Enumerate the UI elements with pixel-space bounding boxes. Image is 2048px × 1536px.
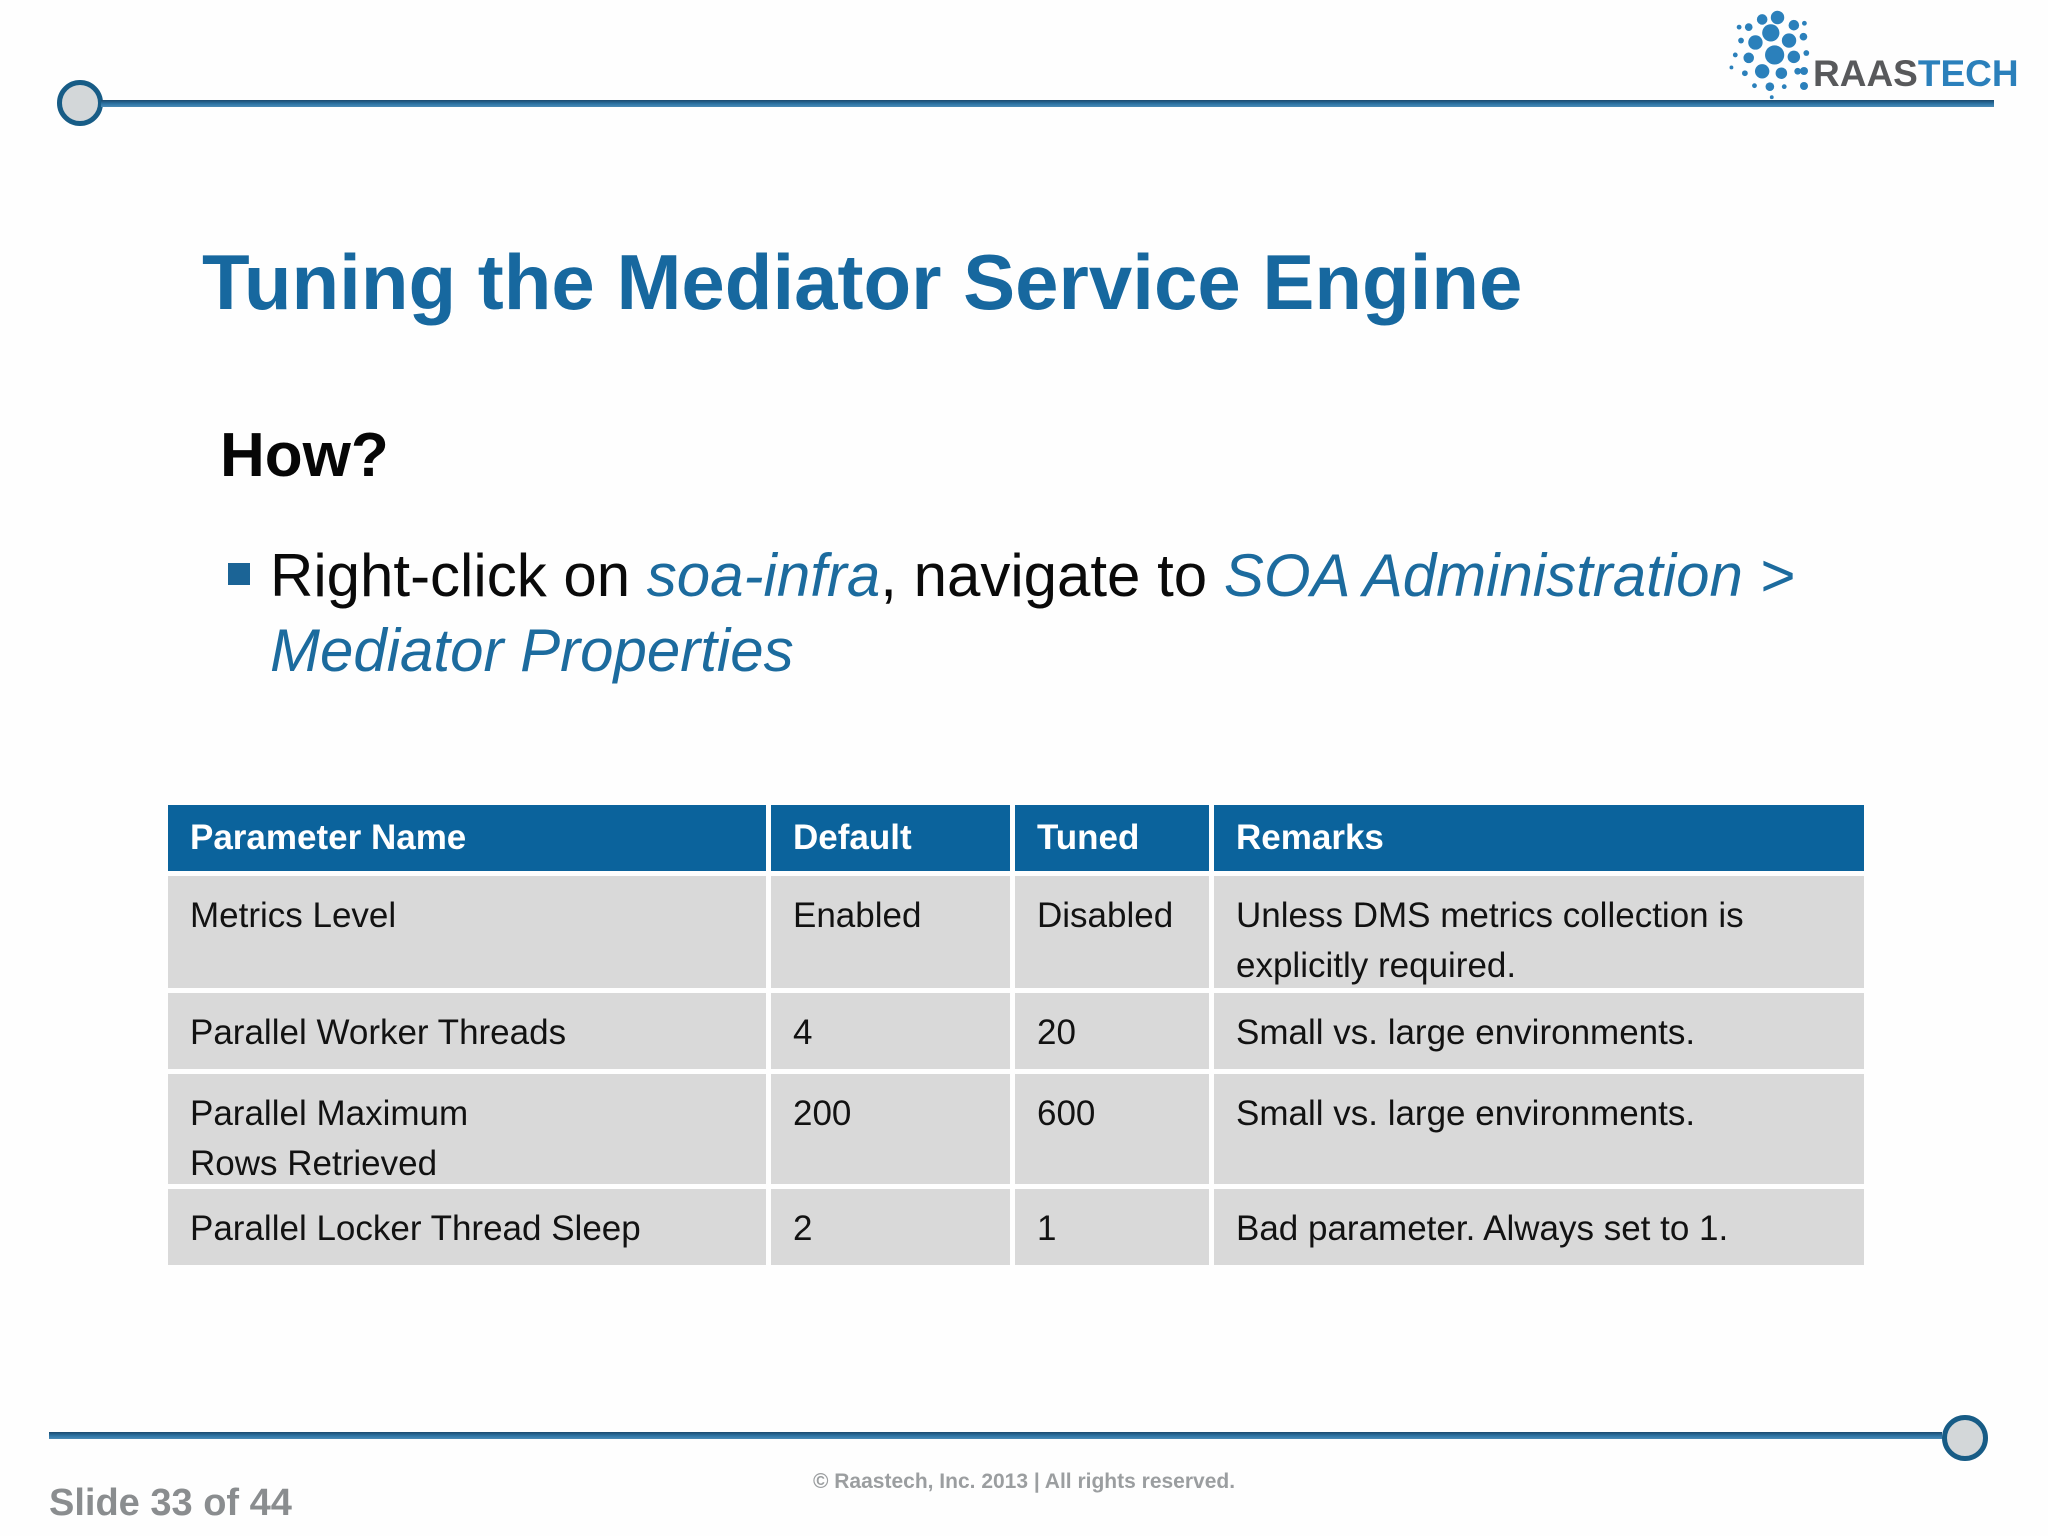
header-cell-remarks: Remarks (1214, 805, 1864, 871)
section-heading: How? (220, 421, 389, 490)
cell-row2-default: 4 (771, 993, 1010, 1069)
top-left-node-circle (57, 80, 103, 126)
cell-row2-parameter: Parallel Worker Threads (168, 993, 766, 1069)
cell-row4-default: 2 (771, 1189, 1010, 1265)
header-cell-default: Default (771, 805, 1010, 871)
cell-row1-remarks: Unless DMS metrics collection is explici… (1214, 876, 1864, 988)
top-divider-line (101, 100, 1994, 107)
parameters-table: Parameter Name Default Tuned Remarks Met… (168, 805, 1864, 1265)
cell-row3-remarks: Small vs. large environments. (1214, 1074, 1864, 1184)
dotted-globe-icon (1718, 4, 1814, 104)
bullet-text-em-soa-infra: soa-infra (646, 542, 881, 609)
footer-right-node-circle (1942, 1415, 1988, 1461)
logo-text-tech: TECH (1917, 53, 2019, 94)
copyright-text: © Raastech, Inc. 2013 | All rights reser… (812, 1470, 1236, 1493)
cell-row3-tuned: 600 (1015, 1074, 1209, 1184)
bullet-text-em-menu-path: SOA Administration > Mediator Properties (270, 542, 1795, 684)
footer-divider-line (49, 1432, 1942, 1439)
cell-row4-tuned: 1 (1015, 1189, 1209, 1265)
bullet-item: Right-click on soa-infra, navigate to SO… (270, 538, 1910, 688)
bullet-text-plain-1: Right-click on (270, 542, 647, 609)
cell-row2-remarks: Small vs. large environments. (1214, 993, 1864, 1069)
logo-wordmark: RAASTECH (1813, 55, 2019, 104)
cell-row3-default: 200 (771, 1074, 1010, 1184)
cell-row1-default: Enabled (771, 876, 1010, 988)
slide-number: Slide 33 of 44 (49, 1482, 292, 1524)
cell-row1-tuned: Disabled (1015, 876, 1209, 988)
slide-title: Tuning the Mediator Service Engine (202, 238, 1523, 326)
cell-row4-parameter: Parallel Locker Thread Sleep (168, 1189, 766, 1265)
cell-row2-tuned: 20 (1015, 993, 1209, 1069)
bullet-square-icon (228, 563, 250, 585)
raastech-logo: RAASTECH (1718, 4, 2019, 104)
bullet-text-plain-2: , navigate to (880, 542, 1224, 609)
cell-row1-parameter: Metrics Level (168, 876, 766, 988)
cell-row4-remarks: Bad parameter. Always set to 1. (1214, 1189, 1864, 1265)
logo-text-raas: RAAS (1813, 53, 1918, 94)
header-cell-tuned: Tuned (1015, 805, 1209, 871)
header-cell-parameter-name: Parameter Name (168, 805, 766, 871)
cell-row3-parameter: Parallel Maximum Rows Retrieved (168, 1074, 766, 1184)
logo-colon-dots-icon (1800, 67, 1808, 90)
